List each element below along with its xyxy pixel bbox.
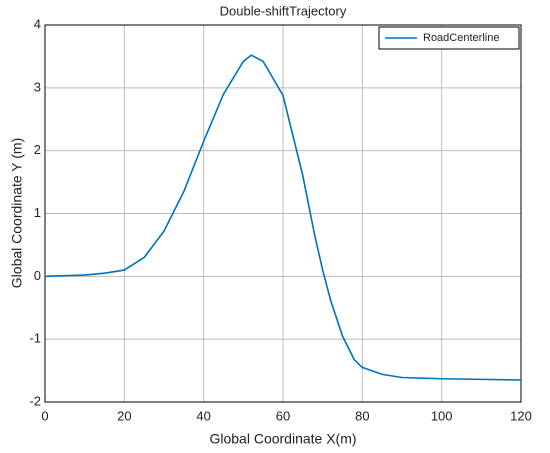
y-tick-label: 0	[34, 268, 41, 283]
x-tick-label: 80	[355, 408, 369, 423]
x-tick-label: 100	[431, 408, 453, 423]
y-tick-label: -2	[29, 393, 41, 408]
x-tick-label: 20	[117, 408, 131, 423]
x-tick-label: 60	[276, 408, 290, 423]
y-axis-label: Global Coordinate Y (m)	[9, 138, 25, 288]
x-tick-label: 120	[510, 408, 532, 423]
y-tick-label: 3	[34, 79, 41, 94]
legend-label: RoadCenterline	[423, 32, 499, 44]
plot-frame	[44, 24, 522, 403]
x-tick-label: 0	[41, 408, 48, 423]
y-tick-label: 4	[34, 16, 41, 31]
data-line	[44, 54, 522, 381]
chart-title: Double-shiftTrajectory	[220, 3, 347, 18]
y-tick-label: 1	[34, 205, 41, 220]
x-axis-label: Global Coordinate X(m)	[209, 431, 356, 447]
y-tick-label: 2	[34, 142, 41, 157]
x-tick-label: 40	[196, 408, 210, 423]
legend-box	[378, 26, 520, 50]
y-tick-label: -1	[29, 331, 41, 346]
